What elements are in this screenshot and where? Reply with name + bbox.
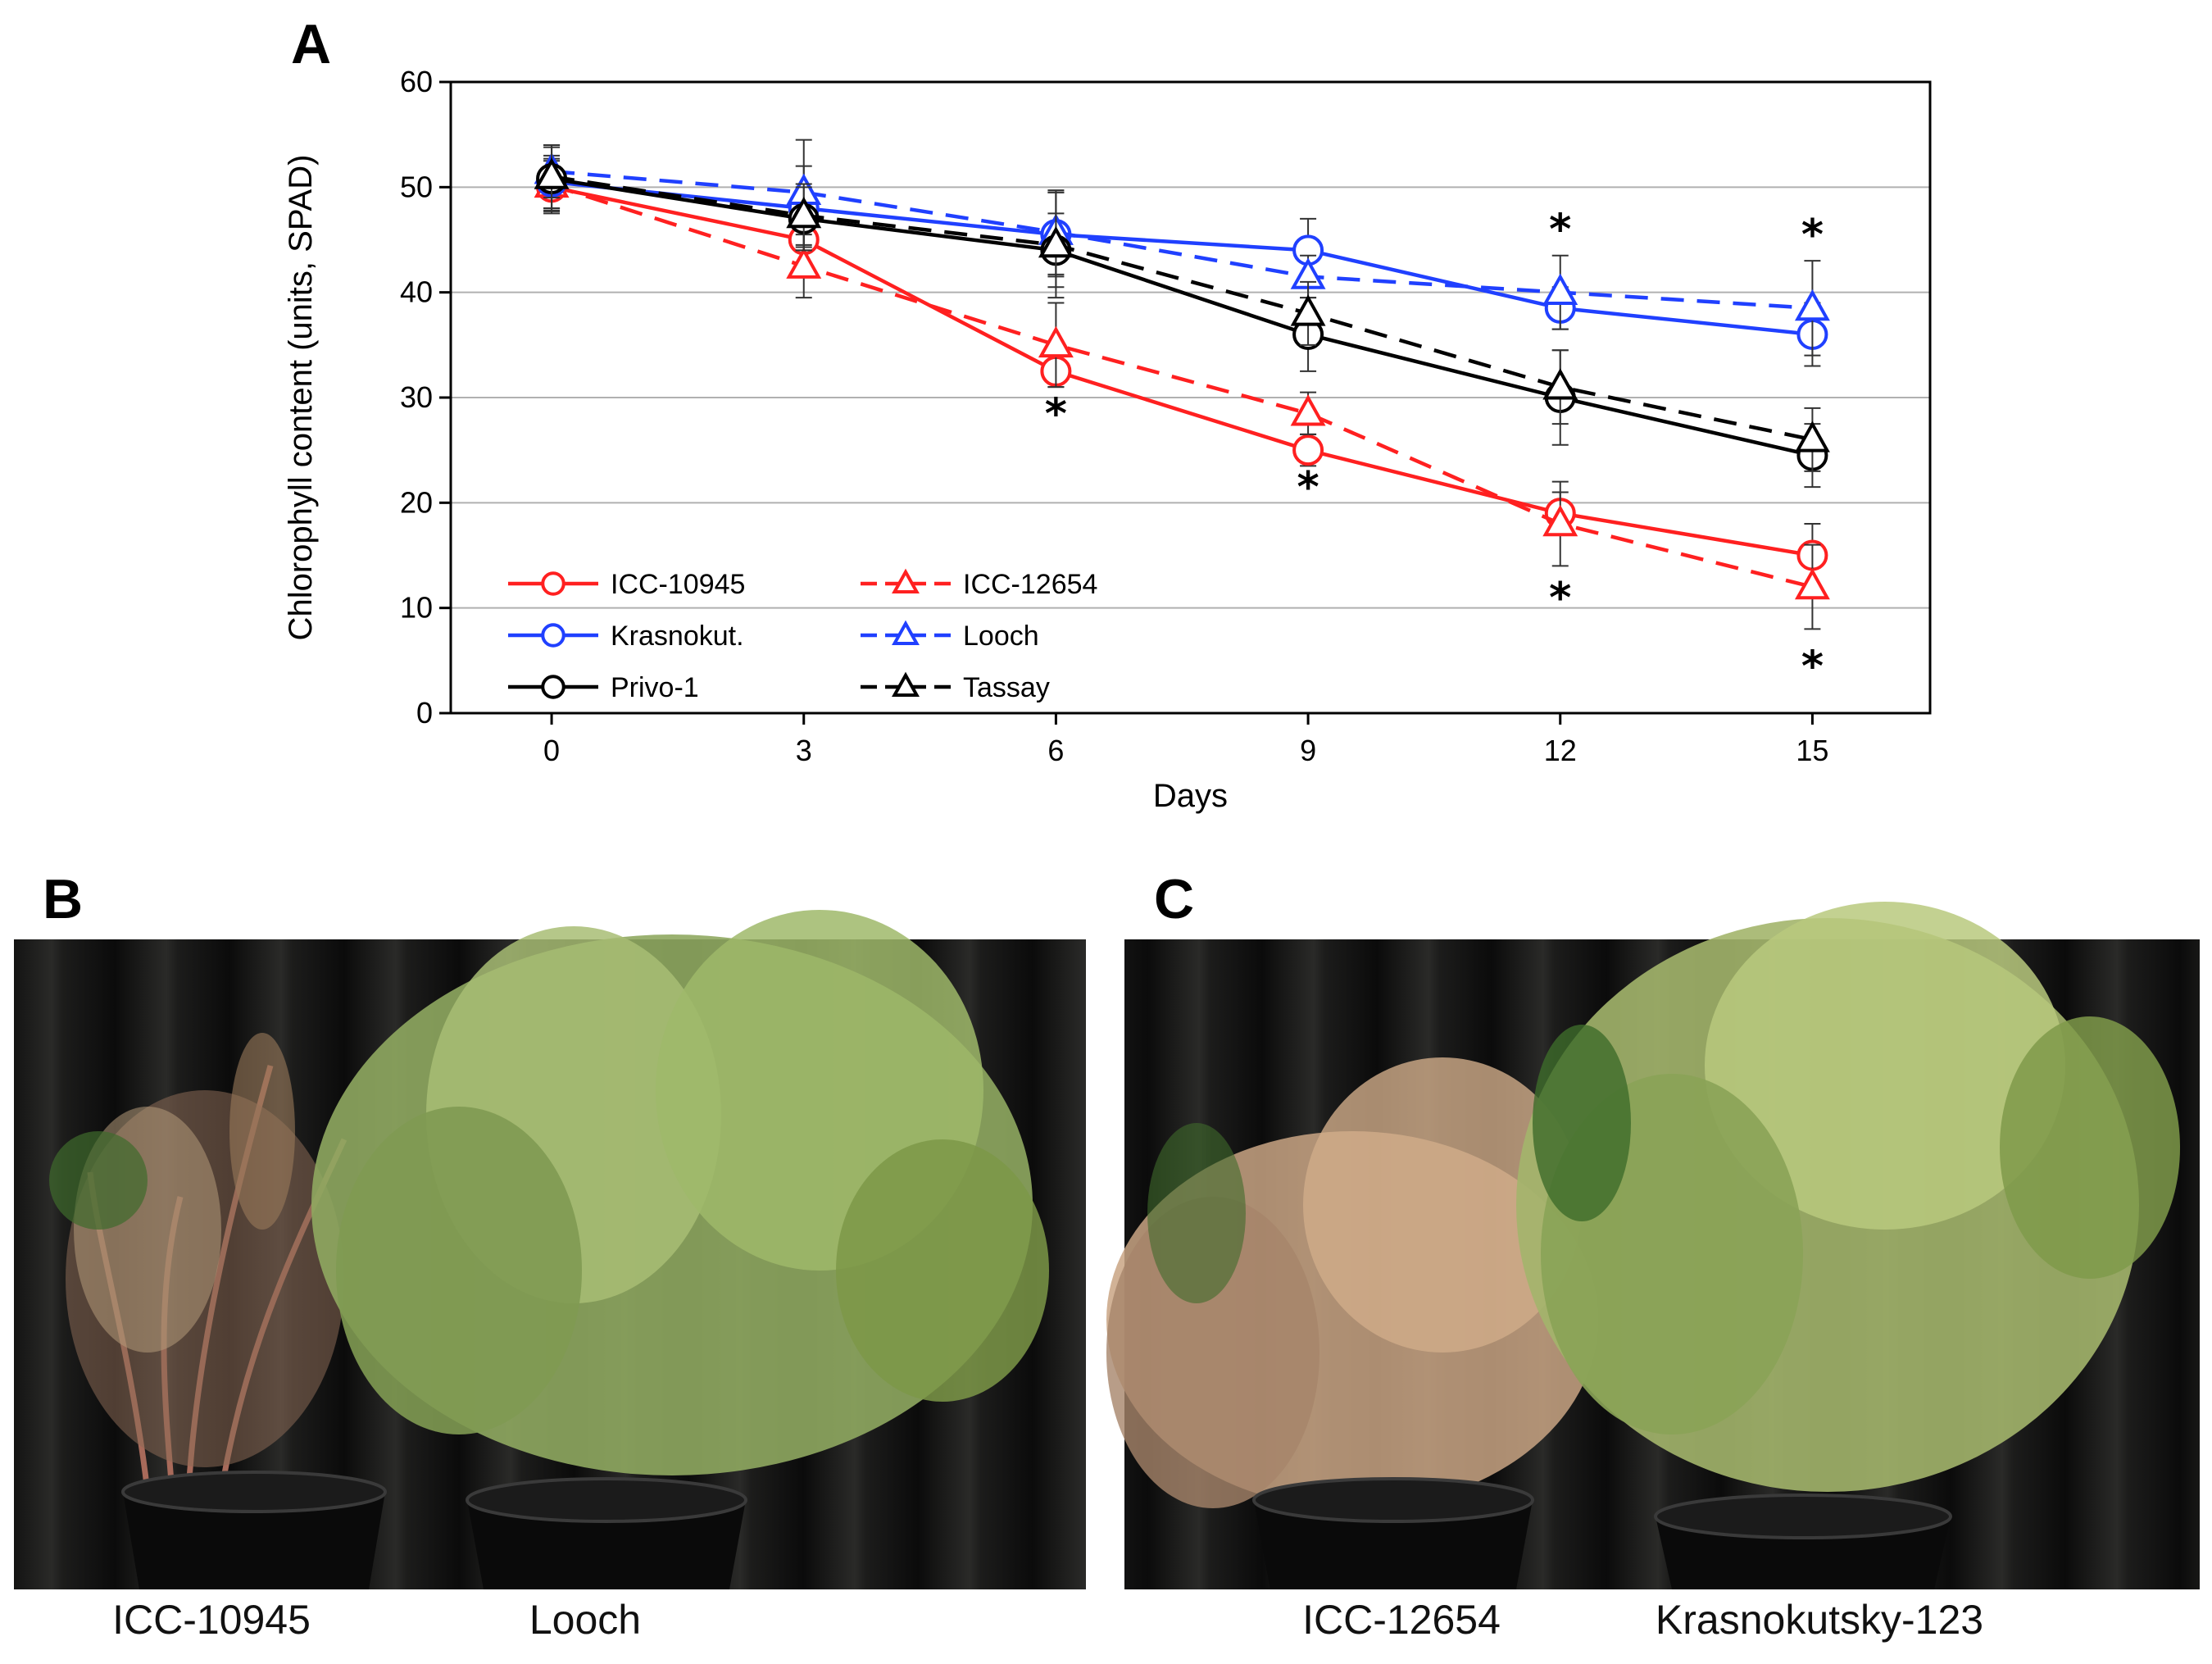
x-tick-label: 12 xyxy=(1544,734,1577,767)
legend-item: Tassay xyxy=(861,671,1050,703)
x-axis-ticks: 0 3 6 9 12 15 xyxy=(543,713,1828,767)
legend-label: ICC-12654 xyxy=(963,569,1097,600)
legend-label: ICC-10945 xyxy=(611,569,745,600)
x-tick-label: 3 xyxy=(796,734,812,767)
chlorophyll-line-chart: 0 10 20 30 40 50 60 0 3 6 9 12 15 Days Chlorophyll … xyxy=(283,65,1932,814)
legend-swatch-marker xyxy=(892,620,920,645)
legend-label: Looch xyxy=(963,621,1039,652)
y-tick-label: 0 xyxy=(416,696,433,730)
pot-left xyxy=(1254,1500,1533,1589)
series-looch xyxy=(534,139,1830,357)
legend-swatch-marker xyxy=(541,571,565,596)
legend-item: Privo-1 xyxy=(508,672,699,703)
chart-legend: ICC-10945 ICC-12654 Krasnokut. Looch Privo-1… xyxy=(508,568,1097,703)
series-line xyxy=(551,180,1813,337)
dried-plant-illustration xyxy=(49,1033,347,1493)
photo-panel-c xyxy=(1106,902,2200,1589)
x-tick-label: 9 xyxy=(1300,734,1316,767)
data-point xyxy=(534,157,570,189)
significance-star: * xyxy=(1801,211,1824,260)
legend-item: Looch xyxy=(861,620,1039,652)
photo-panel-b xyxy=(14,910,1086,1589)
series-icc-10945 xyxy=(536,160,1828,588)
series-line xyxy=(551,185,1813,557)
legend-item: ICC-12654 xyxy=(861,568,1097,600)
y-tick-label: 60 xyxy=(400,65,433,98)
data-point xyxy=(1038,225,1074,258)
x-tick-label: 0 xyxy=(543,734,560,767)
pot-right xyxy=(467,1500,746,1589)
data-point xyxy=(1794,421,1830,452)
series-line xyxy=(551,169,1813,311)
significance-star: * xyxy=(1045,389,1067,439)
y-axis-ticks: 0 10 20 30 40 50 60 xyxy=(400,65,451,730)
legend-swatch-marker xyxy=(541,675,565,699)
green-plant-illustration xyxy=(311,910,1049,1475)
y-tick-label: 10 xyxy=(400,591,433,625)
photo-c-left-label: ICC-12654 xyxy=(1302,1597,1501,1643)
significance-star: * xyxy=(1801,642,1824,691)
legend-label: Krasnokut. xyxy=(611,621,744,652)
significance-star: * xyxy=(1549,206,1571,255)
y-tick-label: 20 xyxy=(400,485,433,519)
gridlines xyxy=(451,186,1930,609)
photo-b-right-label: Looch xyxy=(529,1597,641,1643)
legend-swatch-marker xyxy=(892,671,920,697)
panel-letter-c: C xyxy=(1154,868,1194,930)
legend-swatch-marker xyxy=(892,568,920,593)
significance-star: * xyxy=(1297,463,1319,512)
x-tick-label: 15 xyxy=(1796,734,1828,767)
data-point xyxy=(1038,325,1074,358)
x-tick-label: 6 xyxy=(1047,734,1064,767)
legend-swatch-marker xyxy=(541,623,565,648)
data-point xyxy=(1290,394,1326,426)
x-axis-title: Days xyxy=(1153,778,1228,814)
series-line xyxy=(551,183,1813,589)
legend-label: Privo-1 xyxy=(611,672,699,703)
series-line xyxy=(551,175,1813,442)
legend-item: ICC-10945 xyxy=(508,569,745,600)
series-tassay xyxy=(534,144,1830,472)
y-tick-label: 40 xyxy=(400,275,433,309)
pot-left xyxy=(123,1492,385,1589)
panel-letter-b: B xyxy=(43,868,83,930)
data-point xyxy=(1542,504,1578,537)
photo-b-left-label: ICC-10945 xyxy=(112,1597,311,1643)
panel-letter-a: A xyxy=(291,13,331,75)
series-layer xyxy=(534,139,1830,630)
legend-label: Tassay xyxy=(963,672,1050,703)
data-point xyxy=(786,247,822,279)
data-point xyxy=(1794,289,1830,321)
data-point xyxy=(1794,567,1830,600)
y-tick-label: 30 xyxy=(400,380,433,414)
data-point xyxy=(1542,273,1578,305)
series-icc-12654 xyxy=(534,157,1830,630)
dried-plant-illustration xyxy=(1106,1057,1598,1508)
legend-item: Krasnokut. xyxy=(508,621,744,652)
photo-c-right-label: Krasnokutsky-123 xyxy=(1656,1597,1983,1643)
series-line xyxy=(551,176,1813,457)
data-point xyxy=(786,196,822,229)
significance-marks: * * * * * * xyxy=(1045,206,1824,692)
green-plant-illustration xyxy=(1516,902,2180,1492)
significance-star: * xyxy=(1549,574,1571,623)
y-axis-title: Chlorophyll content (units, SPAD) xyxy=(283,155,319,641)
data-point xyxy=(1542,368,1578,400)
data-point xyxy=(1292,434,1324,466)
y-tick-label: 50 xyxy=(400,170,433,203)
data-point xyxy=(1290,294,1326,326)
